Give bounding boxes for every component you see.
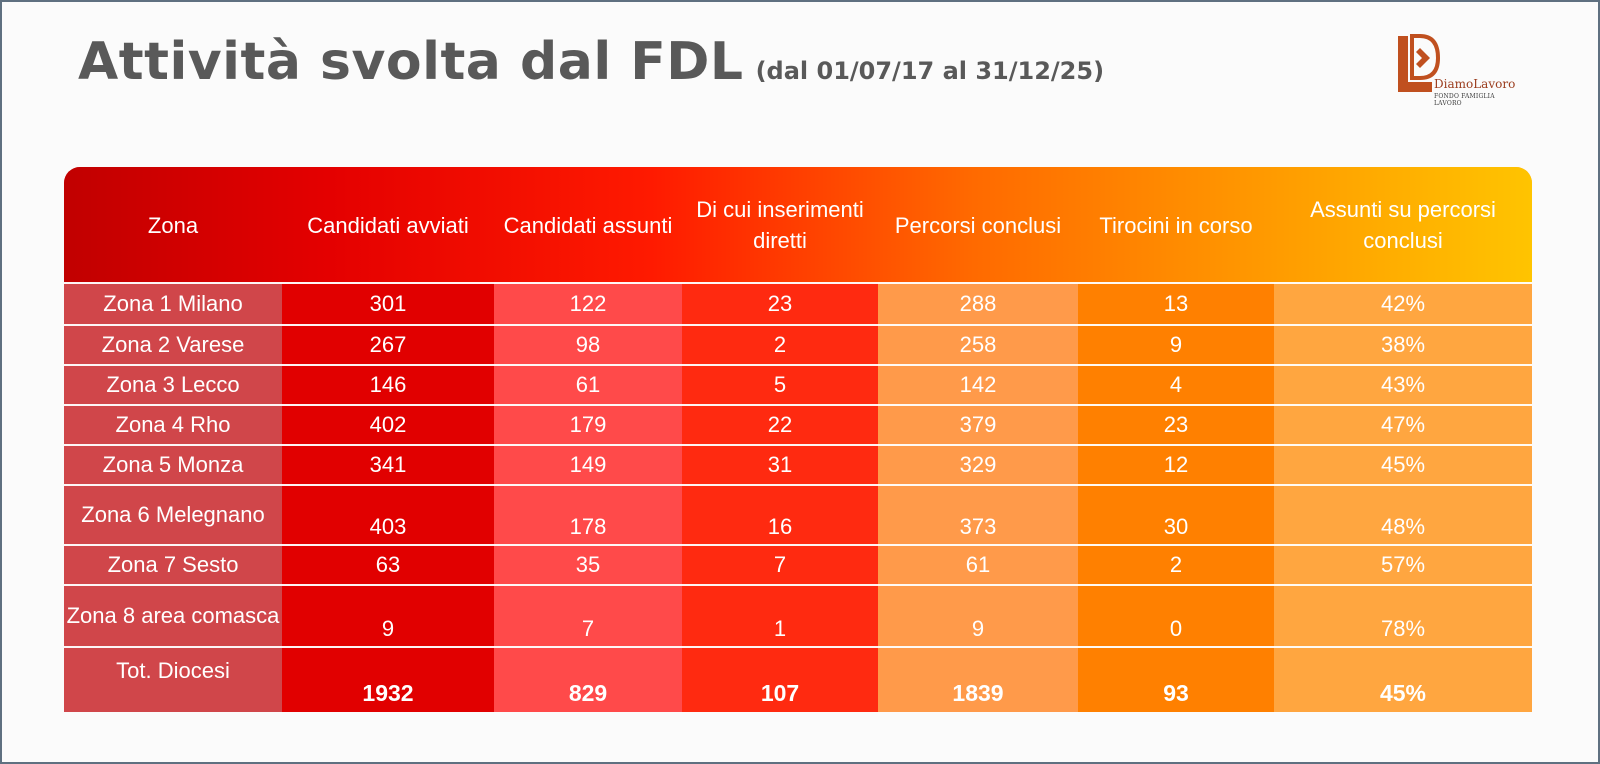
column-header-avviati: Candidati avviati xyxy=(307,212,469,238)
table-cell-assunti: 178 xyxy=(569,514,607,539)
table-cell-assunti: 61 xyxy=(575,372,601,397)
table-cell-inserimenti: 31 xyxy=(767,452,793,477)
table-cell-inserimenti: 16 xyxy=(767,514,793,539)
diamolavoro-logo: DiamoLavoro FONDO FAMIGLIA LAVORO xyxy=(1394,34,1518,107)
table-cell-conclusi: 288 xyxy=(959,291,997,316)
table-cell-assunti: 179 xyxy=(569,412,607,437)
row-separator xyxy=(64,584,1532,586)
total-cell-zona: Tot. Diocesi xyxy=(116,658,230,683)
table-cell-conclusi: 379 xyxy=(959,412,997,437)
page-title: Attività svolta dal FDL (dal 01/07/17 al … xyxy=(78,32,1104,92)
column-header-inserimenti: Di cui inserimenti diretti xyxy=(696,197,864,253)
table-cell-zona: Zona 8 area comasca xyxy=(66,603,280,628)
table-cell-avviati: 9 xyxy=(381,616,395,641)
table-cell-zona: Zona 1 Milano xyxy=(103,291,243,316)
table-cell-percentuale: 38% xyxy=(1380,332,1426,357)
total-cell-conclusi: 1839 xyxy=(952,680,1004,706)
total-cell-tirocini: 93 xyxy=(1163,680,1189,706)
row-separator xyxy=(64,544,1532,546)
column-header-percentuale: Assunti su percorsi conclusi xyxy=(1310,197,1496,253)
row-separator xyxy=(64,364,1532,366)
table-cell-conclusi: 329 xyxy=(959,452,997,477)
title-date-range: (dal 01/07/17 al 31/12/25) xyxy=(755,57,1105,85)
row-separator xyxy=(64,484,1532,486)
table-cell-avviati: 301 xyxy=(369,291,407,316)
table-cell-zona: Zona 4 Rho xyxy=(115,412,231,437)
table-cell-zona: Zona 2 Varese xyxy=(101,332,245,357)
table-cell-assunti: 122 xyxy=(569,291,607,316)
table-cell-inserimenti: 5 xyxy=(773,372,787,397)
header-row xyxy=(64,167,1532,283)
table-cell-avviati: 402 xyxy=(369,412,407,437)
table-cell-avviati: 267 xyxy=(369,332,407,357)
table-cell-tirocini: 13 xyxy=(1163,291,1189,316)
column-header-conclusi: Percorsi conclusi xyxy=(894,212,1062,238)
table-cell-percentuale: 57% xyxy=(1380,552,1426,577)
total-cell-inserimenti: 107 xyxy=(760,680,800,706)
table-cell-percentuale: 78% xyxy=(1380,616,1426,641)
table-cell-avviati: 341 xyxy=(369,452,407,477)
table-cell-assunti: 7 xyxy=(581,616,595,641)
row-separator xyxy=(64,324,1532,326)
row-separator xyxy=(64,646,1532,648)
table-cell-tirocini: 23 xyxy=(1163,412,1189,437)
table-cell-tirocini: 30 xyxy=(1163,514,1189,539)
table-cell-zona: Zona 6 Melegnano xyxy=(81,502,265,527)
row-separator xyxy=(64,444,1532,446)
table-cell-inserimenti: 22 xyxy=(767,412,793,437)
table-cell-percentuale: 47% xyxy=(1380,412,1426,437)
table-cell-avviati: 403 xyxy=(369,514,407,539)
table-cell-inserimenti: 2 xyxy=(773,332,787,357)
table-cell-conclusi: 61 xyxy=(965,552,991,577)
table-cell-inserimenti: 23 xyxy=(767,291,793,316)
row-separator xyxy=(64,404,1532,406)
table-cell-assunti: 98 xyxy=(575,332,601,357)
logo-brand: DiamoLavoro xyxy=(1434,77,1516,91)
table-cell-zona: Zona 5 Monza xyxy=(102,452,244,477)
table-cell-conclusi: 9 xyxy=(971,616,985,641)
table-cell-tirocini: 2 xyxy=(1169,552,1183,577)
logo-tagline: FONDO FAMIGLIA LAVORO xyxy=(1434,93,1495,107)
column-header-tirocini: Tirocini in corso xyxy=(1099,212,1253,238)
logo-mark-icon xyxy=(1398,34,1441,92)
table-cell-zona: Zona 3 Lecco xyxy=(106,372,240,397)
table-cell-tirocini: 9 xyxy=(1169,332,1183,357)
table-cell-percentuale: 43% xyxy=(1380,372,1426,397)
table-cell-inserimenti: 1 xyxy=(773,616,787,641)
column-header-assunti: Candidati assunti xyxy=(503,212,673,238)
table-cell-conclusi: 142 xyxy=(959,372,997,397)
column-header-zona: Zona xyxy=(147,212,199,238)
table-cell-percentuale: 42% xyxy=(1380,291,1426,316)
table-cell-inserimenti: 7 xyxy=(773,552,787,577)
title-text: Attività svolta dal FDL xyxy=(78,32,744,92)
table-cell-avviati: 146 xyxy=(369,372,407,397)
results-table: Zona Candidati avviati Candidati assunti Di… xyxy=(64,167,1532,712)
table-cell-tirocini: 12 xyxy=(1163,452,1189,477)
total-cell-percentuale: 45% xyxy=(1379,680,1427,706)
table-cell-tirocini: 4 xyxy=(1169,372,1183,397)
table-cell-assunti: 149 xyxy=(569,452,607,477)
table-cell-percentuale: 48% xyxy=(1380,514,1426,539)
total-cell-assunti: 829 xyxy=(568,680,608,706)
table-cell-tirocini: 0 xyxy=(1169,616,1183,641)
table-cell-conclusi: 258 xyxy=(959,332,997,357)
table-cell-percentuale: 45% xyxy=(1380,452,1426,477)
table-cell-conclusi: 373 xyxy=(959,514,997,539)
table-cell-avviati: 63 xyxy=(375,552,401,577)
table-cell-zona: Zona 7 Sesto xyxy=(107,552,239,577)
row-separator xyxy=(64,282,1532,284)
total-cell-avviati: 1932 xyxy=(362,680,414,706)
table-cell-assunti: 35 xyxy=(575,552,601,577)
